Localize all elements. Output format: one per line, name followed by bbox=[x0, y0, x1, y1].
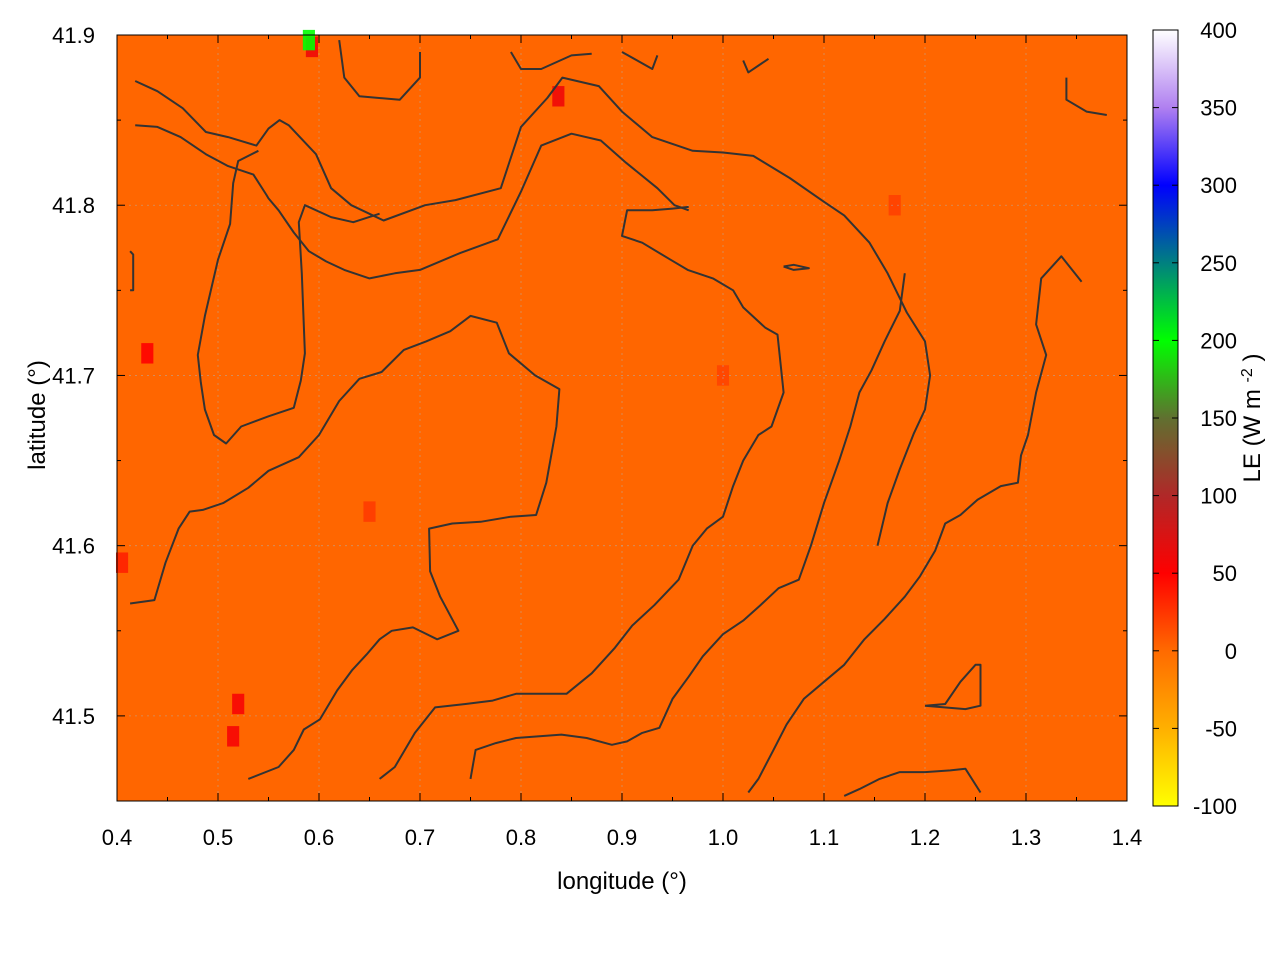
y-axis-title: latitude (°) bbox=[24, 360, 51, 470]
colorbar-tick-label: 350 bbox=[1200, 96, 1237, 121]
colorbar-title-end: ) bbox=[1239, 354, 1266, 362]
colorbar-tick-label: 50 bbox=[1213, 561, 1237, 586]
x-tick-label: 0.9 bbox=[607, 825, 638, 850]
contour-line bbox=[1065, 77, 1107, 116]
y-tick-label: 41.9 bbox=[52, 23, 95, 48]
heatmap-field bbox=[115, 29, 1127, 801]
x-tick-label: 0.5 bbox=[203, 825, 234, 850]
x-tick-label: 1.4 bbox=[1112, 825, 1143, 850]
contour-line bbox=[843, 767, 982, 797]
colorbar-title: LE (W m -2 ) bbox=[1239, 354, 1267, 483]
colorbar-tick-label: 100 bbox=[1200, 484, 1237, 509]
colorbar-tick-label: -50 bbox=[1205, 716, 1237, 741]
colorbar-tick-label: 0 bbox=[1225, 639, 1237, 664]
heatmap-cell bbox=[363, 501, 376, 522]
contour-line bbox=[621, 51, 659, 70]
heatmap-cell bbox=[552, 86, 565, 107]
x-tick-label: 0.4 bbox=[102, 825, 133, 850]
contour-line bbox=[129, 314, 561, 780]
contour-line bbox=[924, 663, 982, 711]
colorbar-tick-label: 150 bbox=[1200, 406, 1237, 431]
heatmap-cell bbox=[302, 29, 315, 51]
contour-line bbox=[510, 51, 592, 70]
heatmap-cell bbox=[227, 726, 240, 747]
contour-line bbox=[747, 255, 1083, 794]
y-tick-label: 41.5 bbox=[52, 704, 95, 729]
contour-line bbox=[469, 273, 906, 780]
colorbar-tick-label: 300 bbox=[1200, 173, 1237, 198]
x-axis-title: longitude (°) bbox=[557, 868, 687, 895]
contour-line bbox=[378, 205, 785, 780]
x-tick-label: 0.7 bbox=[405, 825, 436, 850]
heatmap-cell bbox=[115, 552, 129, 573]
y-tick-label: 41.6 bbox=[52, 534, 95, 559]
contour-line bbox=[134, 76, 932, 546]
contour-line bbox=[196, 149, 380, 445]
colorbar: -100 -50 0 50 100 150 200 250 300 350 400 bbox=[1152, 18, 1237, 819]
x-tick-label: 1.1 bbox=[809, 825, 840, 850]
contour-line bbox=[742, 57, 770, 74]
colorbar-tick-label: 250 bbox=[1200, 251, 1237, 276]
x-tick-label: 1.0 bbox=[708, 825, 739, 850]
axis-ticks: 0.4 0.5 0.6 0.7 0.8 0.9 1.0 1.1 1.2 1.3 1.4 41.5 41.… bbox=[52, 23, 1142, 850]
x-tick-label: 0.8 bbox=[506, 825, 537, 850]
heatmap-cell bbox=[232, 693, 245, 715]
x-tick-label: 1.3 bbox=[1011, 825, 1042, 850]
colorbar-tick-label: 400 bbox=[1200, 18, 1237, 43]
contour-line bbox=[135, 124, 690, 280]
x-tick-label: 1.2 bbox=[910, 825, 941, 850]
colorbar-title-superscript: -2 bbox=[1239, 368, 1256, 382]
y-tick-label: 41.8 bbox=[52, 193, 95, 218]
heatmap-cell bbox=[141, 343, 154, 364]
contour-line bbox=[338, 39, 421, 101]
y-tick-label: 41.7 bbox=[52, 363, 95, 388]
colorbar-tick-label: 200 bbox=[1200, 328, 1237, 353]
contour-line bbox=[129, 250, 135, 292]
colorbar-title-base: LE (W m bbox=[1239, 389, 1266, 482]
x-tick-label: 0.6 bbox=[304, 825, 335, 850]
contour-line bbox=[783, 263, 810, 271]
colorbar-tick-label: -100 bbox=[1193, 794, 1237, 819]
contour-lines bbox=[129, 39, 1107, 797]
heatmap-cell bbox=[888, 195, 901, 216]
